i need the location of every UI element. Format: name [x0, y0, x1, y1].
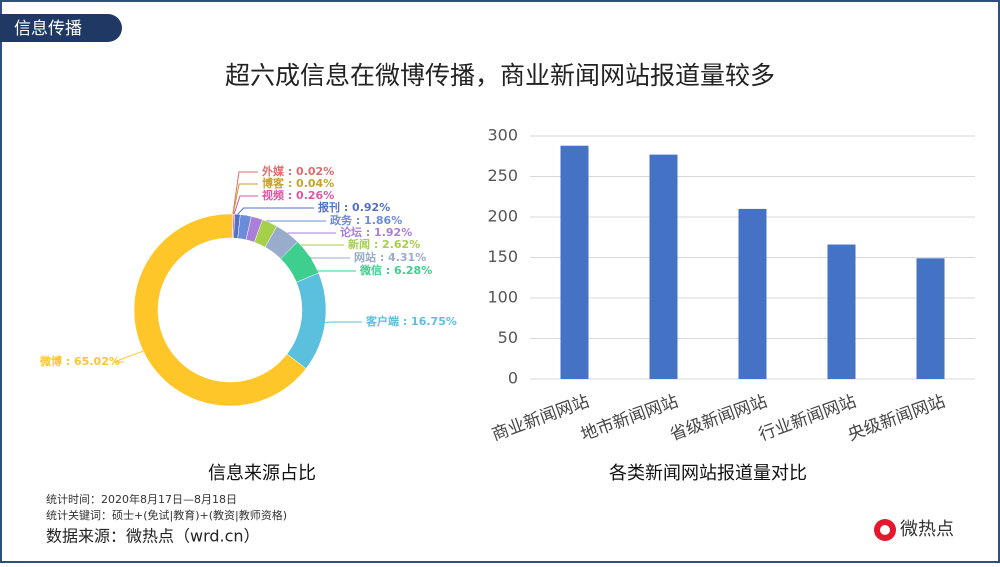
logo-text: 微热点: [900, 519, 954, 540]
data-label: 政务 : 1.86%: [330, 213, 402, 227]
data-label: 新闻 : 2.62%: [348, 237, 420, 251]
y-tick-label: 200: [487, 207, 518, 226]
y-tick-label: 100: [487, 288, 518, 307]
y-tick-label: 50: [498, 328, 518, 347]
leader-line: [233, 195, 258, 215]
y-tick-label: 0: [508, 369, 518, 388]
leader-line: [237, 207, 314, 215]
leader-line: [309, 256, 356, 272]
footer-keywords: 统计关键词：硕士+(免试|教育)+(教资|教师资格): [46, 508, 287, 522]
data-label: 客户端 : 16.75%: [365, 314, 457, 328]
footer-period: 统计时间：2020年8月17日—8月18日: [46, 492, 237, 506]
bar: [560, 145, 589, 379]
data-label: 外媒 : 0.02%: [261, 164, 334, 178]
logo-icon: [880, 525, 890, 535]
bar: [827, 244, 856, 379]
donut-slice: [133, 213, 307, 407]
slide-title: 超六成信息在微博传播，商业新闻网站报道量较多: [225, 61, 775, 90]
y-tick-label: 250: [487, 166, 518, 185]
data-label: 微信 : 6.28%: [359, 263, 432, 277]
bar: [738, 208, 767, 379]
logo: 微热点: [874, 519, 954, 541]
data-label: 博客 : 0.04%: [262, 176, 334, 190]
leader-line: [325, 321, 362, 324]
y-tick-label: 300: [487, 126, 518, 145]
leader-line: [232, 183, 258, 215]
footer-source: 数据来源：微热点（wrd.cn）: [46, 527, 260, 546]
chart-title: 信息来源占比: [208, 463, 316, 484]
data-label: 视频 : 0.26%: [262, 188, 334, 202]
data-label: 微博 : 65.02%: [39, 354, 120, 368]
chart-title: 各类新闻网站报道量对比: [609, 463, 807, 484]
bar: [649, 154, 678, 379]
data-label: 报刊 : 0.92%: [318, 200, 390, 214]
leader-line: [113, 350, 144, 363]
bar: [916, 258, 945, 379]
section-tag: 信息传播: [14, 19, 82, 39]
section-tag-bg: [0, 14, 122, 42]
leader-line: [232, 171, 258, 215]
y-tick-label: 150: [487, 247, 518, 266]
data-label: 网站 : 4.31%: [354, 250, 426, 264]
data-label: 论坛 : 1.92%: [340, 225, 412, 239]
